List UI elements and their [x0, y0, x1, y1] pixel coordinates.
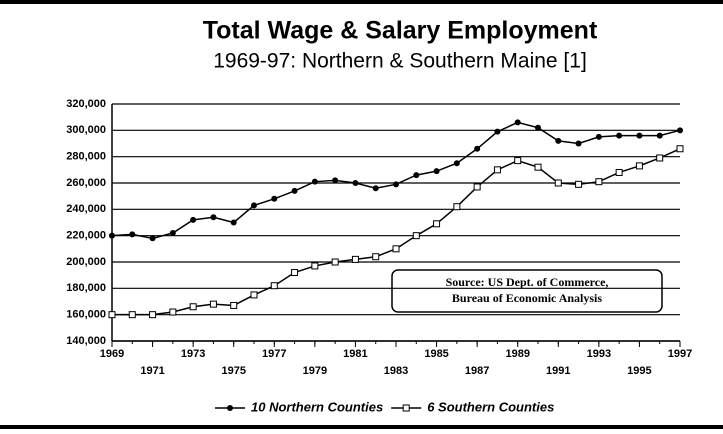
point: [352, 180, 359, 186]
point: [575, 140, 582, 147]
point: [372, 185, 379, 192]
point: [677, 127, 683, 134]
y-tick-label: 280,000: [66, 151, 106, 163]
point: [534, 163, 542, 171]
point: [656, 154, 664, 162]
point: [149, 235, 156, 242]
point: [453, 160, 460, 167]
point: [332, 177, 339, 184]
point: [210, 214, 217, 221]
x-tick-label: 1973: [181, 348, 205, 360]
point: [433, 168, 440, 175]
point: [676, 145, 684, 153]
point: [372, 253, 380, 261]
point: [554, 179, 562, 187]
point: [616, 132, 623, 139]
chart-title: Total Wage & Salary Employment: [203, 17, 598, 45]
x-tick-label: 1987: [465, 365, 489, 377]
bottom-rule: [0, 425, 723, 429]
point: [473, 183, 481, 191]
point: [291, 187, 298, 194]
point: [227, 405, 233, 411]
series-line: [111, 121, 681, 240]
x-tick-label: 1977: [262, 348, 286, 360]
point: [128, 311, 136, 319]
point: [575, 180, 583, 188]
point: [656, 132, 663, 139]
x-tick-label: 1997: [668, 348, 692, 360]
source-box: [391, 269, 663, 313]
point: [189, 303, 197, 311]
point: [412, 232, 420, 240]
point: [494, 128, 501, 135]
x-tick-label: 1985: [424, 348, 448, 360]
x-tick-label: 1983: [384, 365, 408, 377]
point: [635, 162, 643, 170]
x-tick-label: 1981: [343, 348, 367, 360]
x-tick-label: 1979: [303, 365, 327, 377]
point: [433, 220, 441, 228]
point: [615, 168, 623, 176]
point: [351, 255, 359, 263]
point: [514, 119, 521, 126]
y-tick-label: 140,000: [66, 335, 106, 347]
point: [149, 311, 157, 319]
legend-label: 6 Southern Counties: [427, 399, 554, 414]
point: [209, 300, 217, 308]
x-tick-label: 1971: [140, 365, 164, 377]
y-tick-label: 200,000: [66, 256, 106, 268]
point: [230, 219, 237, 226]
x-tick-label: 1991: [546, 365, 570, 377]
annotation: Source: US Dept. of Commerce,: [446, 275, 609, 289]
point: [250, 291, 258, 299]
point: [190, 216, 197, 223]
point: [311, 178, 318, 185]
x-tick-label: 1989: [505, 348, 529, 360]
point: [514, 157, 522, 165]
chart-subtitle: 1969-97: Northern & Southern Maine [1]: [213, 50, 587, 73]
point: [169, 230, 176, 237]
y-tick-label: 160,000: [66, 309, 106, 321]
point: [392, 245, 400, 253]
legend-label: 10 Northern Counties: [251, 399, 383, 414]
point: [636, 132, 643, 139]
point: [291, 269, 299, 277]
point: [230, 301, 238, 309]
point: [393, 181, 399, 188]
point: [595, 178, 603, 186]
point: [311, 262, 319, 270]
y-tick-label: 320,000: [66, 98, 106, 110]
point: [271, 195, 278, 202]
x-tick-label: 1993: [587, 348, 611, 360]
point: [108, 311, 116, 319]
point: [169, 308, 177, 316]
y-tick-label: 240,000: [66, 203, 106, 215]
point: [474, 145, 481, 152]
point: [251, 202, 257, 209]
point: [270, 282, 278, 290]
x-tick-label: 1995: [627, 365, 651, 377]
point: [555, 137, 562, 144]
point: [493, 166, 501, 174]
point: [402, 404, 410, 412]
point: [535, 124, 541, 131]
y-tick-label: 220,000: [66, 230, 106, 242]
y-tick-label: 260,000: [66, 177, 106, 189]
point: [331, 258, 339, 266]
x-tick-label: 1975: [221, 365, 245, 377]
point: [109, 232, 115, 239]
y-tick-label: 180,000: [66, 282, 106, 294]
x-tick-label: 1969: [100, 348, 124, 360]
annotation: Bureau of Economic Analysis: [452, 291, 602, 305]
y-tick-label: 300,000: [66, 124, 106, 136]
point: [129, 231, 136, 238]
point: [453, 203, 461, 211]
point: [595, 133, 602, 140]
point: [413, 172, 420, 179]
top-rule: [0, 0, 723, 4]
